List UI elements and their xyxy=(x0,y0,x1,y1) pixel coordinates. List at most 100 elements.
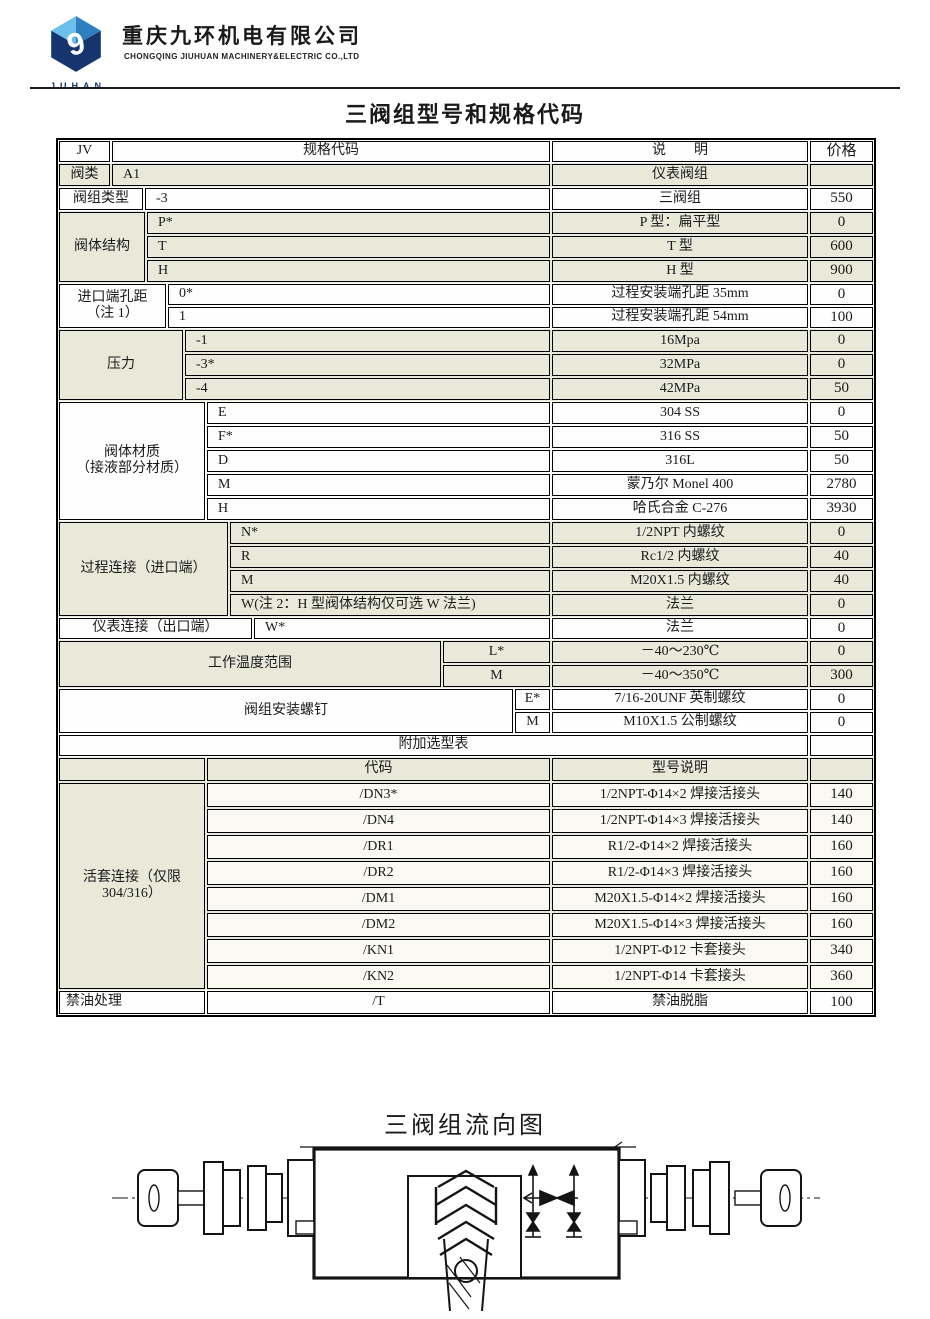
price-cell: 0 xyxy=(810,594,873,616)
price-cell: 0 xyxy=(810,641,873,663)
desc-cell: M10X1.5 公制螺纹 xyxy=(552,712,808,733)
code-cell: W* xyxy=(254,618,550,639)
table-row: /DR1 R1/2-Φ14×2 焊接活接头 160 xyxy=(206,834,874,860)
table-section: 进口端孔距 （注 1） 0* 过程安装端孔距 35mm 0 1 过程安装端孔距 54mm 1… xyxy=(58,283,874,329)
section-rows: 0* 过程安装端孔距 35mm 0 1 过程安装端孔距 54mm 100 xyxy=(167,283,874,329)
price-cell: 900 xyxy=(810,260,873,282)
code-cell: -1 xyxy=(185,330,550,352)
section-rows: /T 禁油脱脂 100 xyxy=(206,990,874,1015)
table-section: 阀组类型 -3 三阀组 550 xyxy=(58,187,874,211)
code-cell: M xyxy=(443,665,550,687)
section-label: 阀体材质 （接液部分材质） xyxy=(59,402,205,520)
table-row: R Rc1/2 内螺纹 40 xyxy=(229,545,874,569)
code-cell: 代码 xyxy=(207,758,550,781)
price-cell: 0 xyxy=(810,212,873,234)
desc-cell: －40～350℃ xyxy=(552,665,808,687)
price-cell xyxy=(810,735,873,756)
table-row: H 哈氏合金 C-276 3930 xyxy=(206,497,874,521)
table-row: /T 禁油脱脂 100 xyxy=(206,990,874,1015)
code-cell: M xyxy=(515,712,550,733)
price-cell: 50 xyxy=(810,378,873,400)
code-cell: /DN3* xyxy=(207,783,550,807)
section-label: 活套连接（仅限 304/316） xyxy=(59,783,205,989)
price-cell: 0 xyxy=(810,284,873,305)
price-cell: 160 xyxy=(810,913,873,937)
price-cell: 600 xyxy=(810,236,873,258)
code-cell: M xyxy=(230,570,550,592)
price-cell: 160 xyxy=(810,887,873,911)
section-rows: A1 仪表阀组 xyxy=(111,163,874,187)
code-cell: L* xyxy=(443,641,550,663)
flow-diagram-title: 三阀组流向图 xyxy=(384,1113,546,1139)
juhan-hexagon-logo-icon: 9 xyxy=(51,16,101,72)
valve-schematic xyxy=(522,1164,582,1238)
section-rows: /DN3* 1/2NPT-Φ14×2 焊接活接头 140/DN4 1/2NPT-Φ14… xyxy=(206,782,874,990)
desc-cell: 1/2NPT-Φ14×2 焊接活接头 xyxy=(552,783,808,807)
price-cell: 0 xyxy=(810,354,873,376)
table-row: 1 过程安装端孔距 54mm 100 xyxy=(167,306,874,329)
desc-cell: 304 SS xyxy=(552,402,808,424)
spec-table: JV 规格代码说 明价格 阀类 A1 仪表阀组 阀组类型 -3 三阀组 550 阀体结构 P* P 型… xyxy=(56,138,876,1017)
code-cell: T xyxy=(147,236,550,258)
code-cell: M xyxy=(207,474,550,496)
section-rows: 代码 型号说明 xyxy=(206,757,874,782)
price-cell: 3930 xyxy=(810,498,873,520)
table-section: 压力 -1 16Mpa 0 -3* 32MPa 0 -4 42MPa 50 xyxy=(58,329,874,401)
code-cell: H xyxy=(147,260,550,282)
table-row: -3* 32MPa 0 xyxy=(184,353,874,377)
table-row: N* 1/2NPT 内螺纹 0 xyxy=(229,521,874,545)
table-row: M M20X1.5 内螺纹 40 xyxy=(229,569,874,593)
code-cell: /KN1 xyxy=(207,939,550,963)
table-row: A1 仪表阀组 xyxy=(111,163,874,187)
code-cell: /DM1 xyxy=(207,887,550,911)
code-cell: -3 xyxy=(145,188,550,210)
code-cell: 0* xyxy=(168,284,550,305)
section-label: 压力 xyxy=(59,330,183,400)
table-section: 代码 型号说明 xyxy=(58,757,874,782)
price-cell: 340 xyxy=(810,939,873,963)
desc-cell: 蒙乃尔 Monel 400 xyxy=(552,474,808,496)
code-cell: F* xyxy=(207,426,550,448)
table-section: 禁油处理/T 禁油脱脂 100 xyxy=(58,990,874,1015)
table-row: -1 16Mpa 0 xyxy=(184,329,874,353)
desc-cell: R1/2-Φ14×2 焊接活接头 xyxy=(552,835,808,859)
table-row: /KN1 1/2NPT-Φ12 卡套接头 340 xyxy=(206,938,874,964)
section-rows: -3 三阀组 550 xyxy=(144,187,874,211)
price-cell: 100 xyxy=(810,991,873,1014)
desc-cell: M20X1.5 内螺纹 xyxy=(552,570,808,592)
desc-cell: T 型 xyxy=(552,236,808,258)
code-cell: H xyxy=(207,498,550,520)
price-cell: 0 xyxy=(810,402,873,424)
table-section: 活套连接（仅限 304/316）/DN3* 1/2NPT-Φ14×2 焊接活接头 1… xyxy=(58,782,874,990)
table-row: 0* 过程安装端孔距 35mm 0 xyxy=(167,283,874,306)
price-cell: 140 xyxy=(810,783,873,807)
table-row: -3 三阀组 550 xyxy=(144,187,874,211)
desc-cell: 1/2NPT-Φ14 卡套接头 xyxy=(552,965,808,989)
table-row: M M10X1.5 公制螺纹 0 xyxy=(514,711,874,734)
code-cell: -4 xyxy=(185,378,550,400)
desc-cell: 7/16-20UNF 英制螺纹 xyxy=(552,689,808,710)
desc-cell: 过程安装端孔距 35mm xyxy=(552,284,808,305)
desc-cell: 仪表阀组 xyxy=(552,164,808,186)
code-cell: E xyxy=(207,402,550,424)
doc-title: 三阀组型号和规格代码 xyxy=(344,102,585,127)
section-rows: -1 16Mpa 0 -3* 32MPa 0 -4 42MPa 50 xyxy=(184,329,874,401)
section-rows: E 304 SS 0 F* 316 SS 50 D 316L 50 M 蒙乃尔 Monel 400 2… xyxy=(206,401,874,521)
desc-cell: 32MPa xyxy=(552,354,808,376)
price-cell xyxy=(810,164,873,186)
table-section: JV 规格代码说 明价格 xyxy=(58,140,874,163)
price-cell: 140 xyxy=(810,809,873,833)
span-row-title: 附加选型表 xyxy=(59,735,808,756)
section-label: 进口端孔距 （注 1） xyxy=(59,284,166,328)
price-cell xyxy=(810,758,873,781)
price-cell: 160 xyxy=(810,861,873,885)
price-cell: 50 xyxy=(810,450,873,472)
section-rows: W* 法兰 0 xyxy=(253,617,874,640)
table-row: D 316L 50 xyxy=(206,449,874,473)
price-cell: 0 xyxy=(810,330,873,352)
section-label: 仪表连接（出口端） xyxy=(59,618,252,639)
desc-cell: 1/2NPT-Φ12 卡套接头 xyxy=(552,939,808,963)
table-row: M －40～350℃ 300 xyxy=(442,664,874,688)
price-cell: 550 xyxy=(810,188,873,210)
